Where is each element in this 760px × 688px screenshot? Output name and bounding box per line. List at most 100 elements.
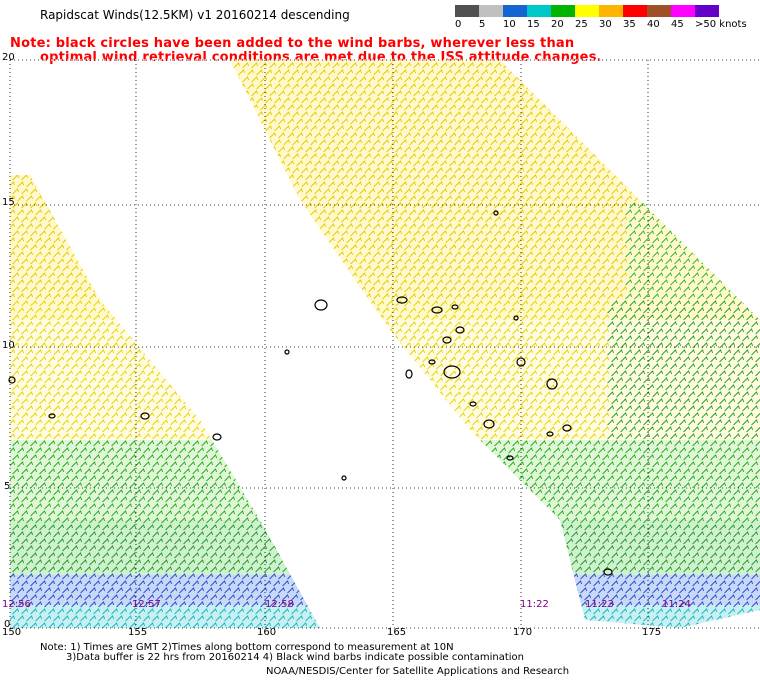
wind-barb [647,412,654,419]
wind-barb [485,90,492,97]
wind-barb [706,321,713,328]
wind-barb [557,62,564,69]
wind-barb [616,517,623,524]
wind-barb [301,545,308,552]
wind-barb [544,153,551,160]
wind-barb [616,69,623,76]
wind-barb [517,167,524,174]
wind-barb [49,77,55,82]
wind-barb [382,405,389,412]
wind-barb [530,384,537,391]
wind-barb [364,461,371,468]
wind-barb [580,587,587,594]
wind-barb [221,70,227,75]
wind-barb [539,174,546,181]
wind-barb [341,608,348,615]
wind-barb [724,363,731,370]
wind-barb [706,545,713,552]
wind-barb [755,62,760,69]
wind-barb [422,230,429,237]
wind-barb [719,90,726,97]
wind-barb [580,181,587,188]
wind-barb [296,230,303,237]
wind-barb [260,202,267,209]
wind-barb [598,167,605,174]
wind-barb [373,69,380,76]
wind-barb [386,552,393,559]
wind-barb [409,139,416,146]
wind-barb [395,272,402,279]
wind-barb [193,77,199,82]
wind-barb [656,62,663,69]
wind-barb [400,447,407,454]
wind-barb [494,524,501,531]
wind-barb [742,209,749,216]
wind-barb [665,146,672,153]
wind-barb [499,419,506,426]
wind-barb [589,139,596,146]
wind-barb [724,321,731,328]
wind-barb [373,111,380,118]
wind-barb [413,496,420,503]
wind-barb [674,328,681,335]
wind-barb [221,378,227,383]
wind-barb [368,398,375,405]
wind-barb [251,454,258,461]
wind-barb [755,244,760,251]
wind-barb [472,489,479,496]
wind-barb [544,97,551,104]
wind-barb [584,384,591,391]
wind-barb [665,314,672,321]
wind-barb [391,419,398,426]
wind-barb [751,111,758,118]
wind-barb [328,475,335,482]
wind-barb [715,377,722,384]
wind-barb [503,76,510,83]
wind-barb [292,377,299,384]
wind-barb [490,83,497,90]
wind-barb [643,167,650,174]
wind-barb [566,230,573,237]
wind-barb [310,587,317,594]
wind-barb [463,587,470,594]
wind-barb [467,118,474,125]
wind-barb [359,524,366,531]
wind-barb [553,461,560,468]
wind-barb [589,461,596,468]
wind-barb [391,433,398,440]
wind-barb [404,440,411,447]
wind-barb [656,468,663,475]
wind-barb [377,398,384,405]
wind-barb [719,216,726,223]
wind-barb [404,118,411,125]
wind-barb [427,111,434,118]
wind-barb [431,454,438,461]
wind-barb [575,104,582,111]
wind-barb [589,83,596,90]
wind-barb [400,419,407,426]
wind-barb [742,615,749,622]
wind-barb [638,552,645,559]
wind-barb [445,265,452,272]
wind-barb [728,468,735,475]
wind-barb [413,468,420,475]
wind-barb [472,279,479,286]
wind-barb [418,363,425,370]
wind-barb [656,482,663,489]
wind-barb [643,237,650,244]
wind-barb [472,97,479,104]
wind-barb [467,62,474,69]
wind-barb [625,433,632,440]
wind-barb [467,244,474,251]
wind-barb [355,223,362,230]
wind-barb [148,63,154,68]
wind-barb [265,503,272,510]
wind-barb [256,125,263,132]
wind-barb [499,363,506,370]
wind-barb [314,328,321,335]
wind-barb [490,279,497,286]
wind-barb [422,244,429,251]
wind-barb [553,489,560,496]
wind-barb [566,510,573,517]
wind-barb [580,251,587,258]
